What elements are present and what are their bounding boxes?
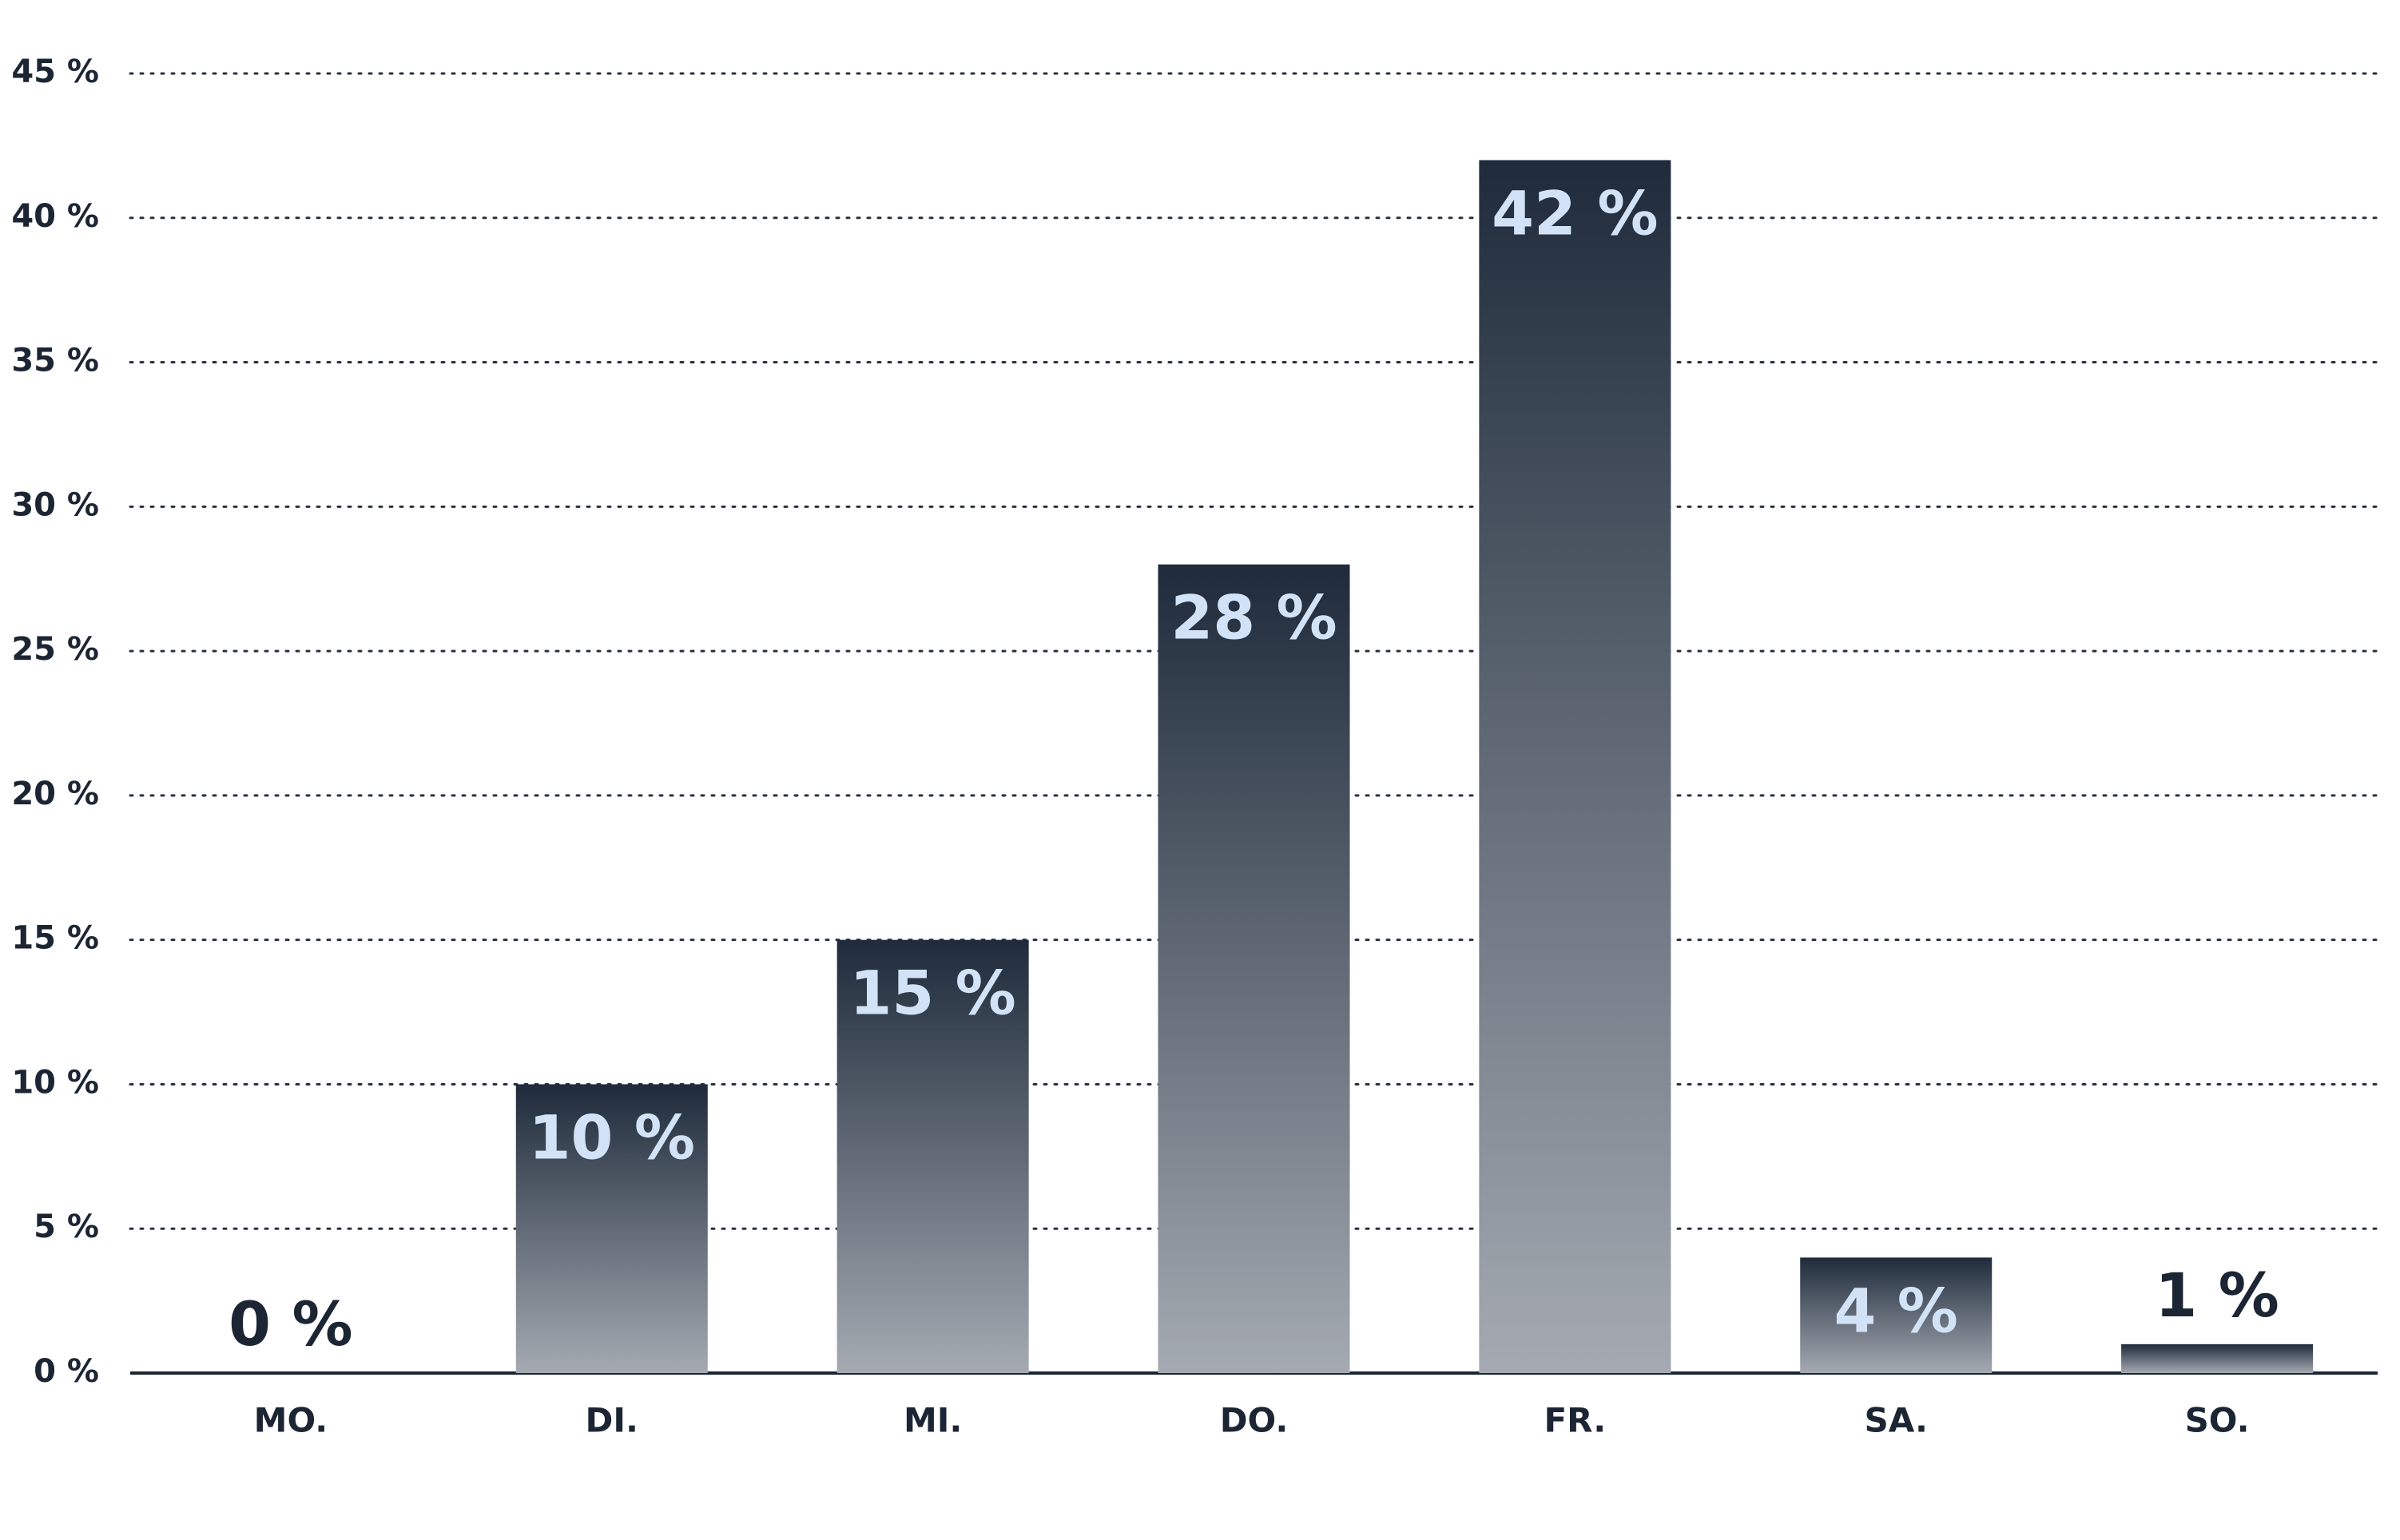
value-label: 28 %	[1170, 582, 1337, 653]
x-tick-label: DI.	[586, 1401, 638, 1440]
value-label: 0 %	[228, 1288, 353, 1359]
value-label: 1 %	[2155, 1260, 2279, 1331]
y-tick-label: 45 %	[11, 54, 99, 90]
y-tick-label: 15 %	[11, 920, 99, 957]
x-tick-label: SO.	[2185, 1401, 2250, 1440]
x-tick-label: DO.	[1220, 1401, 1289, 1440]
value-label: 10 %	[529, 1101, 695, 1173]
y-tick-label: 10 %	[11, 1064, 99, 1101]
y-tick-label: 20 %	[11, 776, 99, 812]
bar	[1479, 160, 1671, 1373]
value-label: 42 %	[1492, 177, 1658, 248]
y-tick-label: 35 %	[11, 343, 99, 379]
value-label: 4 %	[1834, 1275, 1958, 1346]
bar	[515, 1084, 708, 1373]
y-tick-label: 5 %	[34, 1209, 99, 1245]
bar	[1800, 1257, 1993, 1373]
y-tick-label: 25 %	[11, 631, 99, 668]
x-tick-label: MI.	[904, 1401, 962, 1440]
x-tick-label: SA.	[1864, 1401, 1928, 1440]
x-tick-label: FR.	[1544, 1401, 1606, 1440]
y-tick-label: 40 %	[11, 198, 99, 235]
bar	[2121, 1344, 2314, 1373]
bar	[1158, 564, 1350, 1373]
bar	[836, 939, 1029, 1373]
y-tick-label: 0 %	[34, 1353, 99, 1390]
y-tick-label: 30 %	[11, 486, 99, 523]
value-label: 15 %	[849, 958, 1015, 1029]
x-tick-label: MO.	[254, 1401, 328, 1440]
